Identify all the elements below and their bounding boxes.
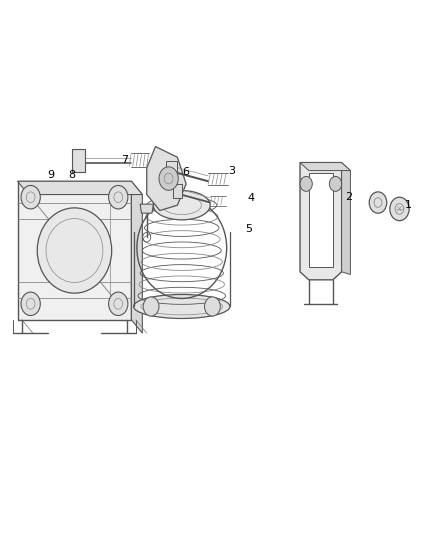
Circle shape [143, 297, 159, 316]
Polygon shape [18, 181, 142, 195]
Circle shape [300, 176, 312, 191]
Circle shape [109, 292, 128, 316]
Circle shape [21, 185, 40, 209]
Polygon shape [147, 147, 186, 211]
Text: 7: 7 [121, 155, 128, 165]
Polygon shape [166, 161, 177, 176]
Text: 6: 6 [183, 167, 190, 176]
Circle shape [329, 176, 342, 191]
Circle shape [369, 192, 387, 213]
Text: 2: 2 [346, 192, 353, 202]
Text: 1: 1 [405, 200, 412, 210]
Polygon shape [300, 163, 350, 171]
Circle shape [109, 185, 128, 209]
Text: 8: 8 [68, 170, 75, 180]
Text: 5: 5 [245, 224, 252, 234]
Polygon shape [140, 204, 153, 213]
Ellipse shape [37, 208, 112, 293]
Ellipse shape [134, 294, 230, 318]
Circle shape [21, 292, 40, 316]
Text: 3: 3 [229, 166, 236, 175]
Text: 4: 4 [247, 193, 254, 203]
Polygon shape [300, 163, 342, 280]
Circle shape [159, 167, 178, 190]
Polygon shape [131, 181, 142, 333]
Polygon shape [18, 181, 131, 320]
Polygon shape [173, 184, 182, 198]
Polygon shape [342, 163, 350, 274]
Ellipse shape [153, 190, 210, 220]
Circle shape [205, 297, 220, 316]
Polygon shape [309, 173, 333, 266]
Text: 9: 9 [47, 170, 54, 180]
Polygon shape [72, 149, 85, 172]
Circle shape [390, 197, 409, 221]
